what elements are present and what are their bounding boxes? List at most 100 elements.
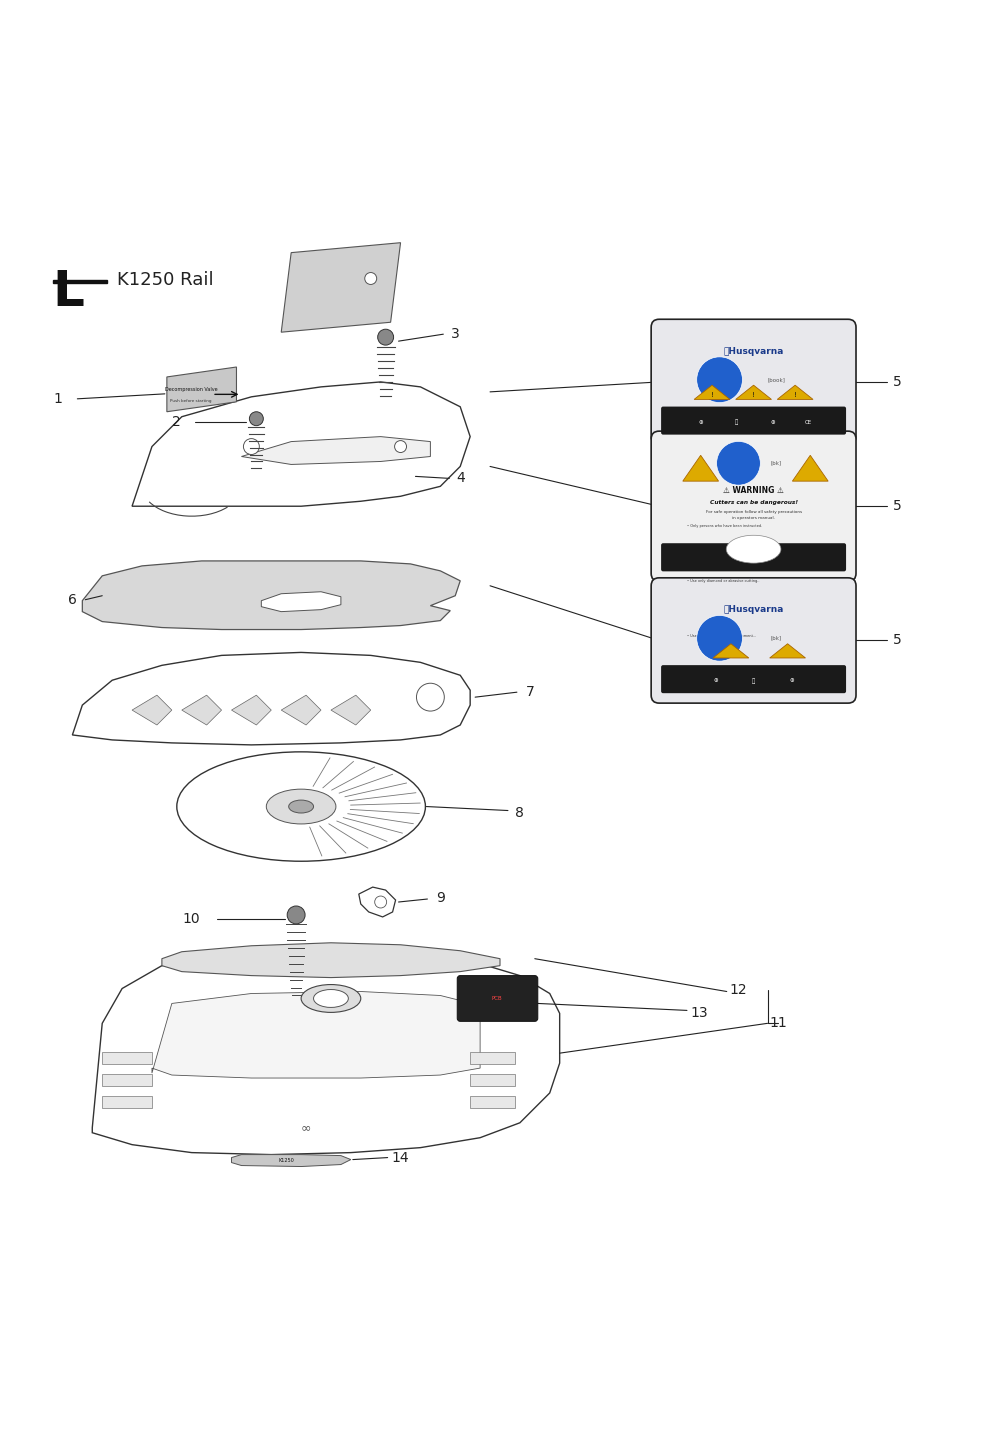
Polygon shape xyxy=(261,592,341,612)
Text: ⊕: ⊕ xyxy=(770,420,775,425)
Polygon shape xyxy=(777,386,813,399)
Text: [bk]: [bk] xyxy=(771,461,782,465)
Text: 4: 4 xyxy=(456,471,465,486)
FancyBboxPatch shape xyxy=(651,431,856,581)
Text: 11: 11 xyxy=(770,1016,787,1031)
Polygon shape xyxy=(152,992,480,1077)
Circle shape xyxy=(395,441,407,452)
Polygon shape xyxy=(331,695,371,725)
Circle shape xyxy=(287,906,305,924)
Polygon shape xyxy=(72,652,470,745)
Text: 7: 7 xyxy=(525,686,534,699)
Circle shape xyxy=(243,438,259,454)
Bar xyxy=(102,1053,152,1064)
FancyBboxPatch shape xyxy=(457,976,538,1021)
FancyBboxPatch shape xyxy=(651,319,856,445)
Bar xyxy=(470,1074,515,1086)
Circle shape xyxy=(697,357,742,403)
Text: For safe operation follow all safety precautions: For safe operation follow all safety pre… xyxy=(706,509,802,513)
Polygon shape xyxy=(241,436,430,464)
Text: ⓗHusqvarna: ⓗHusqvarna xyxy=(723,605,784,615)
Text: 14: 14 xyxy=(392,1151,409,1164)
Ellipse shape xyxy=(726,535,781,563)
Circle shape xyxy=(365,273,377,284)
Polygon shape xyxy=(683,455,719,481)
Text: 5: 5 xyxy=(893,634,902,648)
Polygon shape xyxy=(281,242,401,332)
Polygon shape xyxy=(736,386,771,399)
Text: • Only persons who have been instructed.: • Only persons who have been instructed. xyxy=(687,525,763,528)
Text: L: L xyxy=(53,268,84,316)
Text: Cutters can be dangerous!: Cutters can be dangerous! xyxy=(710,500,798,505)
Polygon shape xyxy=(182,695,222,725)
Bar xyxy=(53,280,107,283)
Text: PCB: PCB xyxy=(492,996,502,1000)
Text: 8: 8 xyxy=(515,806,524,819)
Bar xyxy=(102,1096,152,1108)
Text: 13: 13 xyxy=(690,1006,708,1021)
Text: in operators manual.: in operators manual. xyxy=(732,516,775,521)
Ellipse shape xyxy=(266,789,336,824)
Polygon shape xyxy=(132,381,470,506)
FancyBboxPatch shape xyxy=(651,577,856,703)
FancyBboxPatch shape xyxy=(661,406,846,435)
Text: 9: 9 xyxy=(436,892,445,905)
Text: 12: 12 xyxy=(730,983,747,996)
Bar xyxy=(102,1074,152,1086)
Text: 5: 5 xyxy=(893,499,902,513)
Polygon shape xyxy=(281,695,321,725)
Text: CE: CE xyxy=(805,420,812,425)
Text: 3: 3 xyxy=(451,328,460,341)
Text: • Use personal protective equipment...: • Use personal protective equipment... xyxy=(687,634,757,638)
Text: 10: 10 xyxy=(183,912,201,927)
Polygon shape xyxy=(713,644,749,658)
Polygon shape xyxy=(792,455,828,481)
Circle shape xyxy=(697,615,742,661)
FancyBboxPatch shape xyxy=(661,666,846,693)
Text: [book]: [book] xyxy=(767,377,785,383)
Text: ⊕: ⊕ xyxy=(789,679,794,683)
Text: ⓖ: ⓖ xyxy=(735,419,738,425)
Text: • Use only diamond or abrasive cutting..: • Use only diamond or abrasive cutting.. xyxy=(687,579,760,583)
Text: ⓖ: ⓖ xyxy=(752,679,755,684)
Text: ⊕: ⊕ xyxy=(713,679,718,683)
Ellipse shape xyxy=(289,800,314,813)
Ellipse shape xyxy=(177,753,425,861)
Bar xyxy=(470,1053,515,1064)
Polygon shape xyxy=(162,942,500,977)
Text: Decompression Valve: Decompression Valve xyxy=(165,387,218,392)
FancyBboxPatch shape xyxy=(661,544,846,571)
Ellipse shape xyxy=(301,985,361,1012)
Polygon shape xyxy=(232,1154,351,1167)
Circle shape xyxy=(249,412,263,426)
Polygon shape xyxy=(359,887,396,916)
Text: K1250 Rail: K1250 Rail xyxy=(117,271,214,289)
Text: ⚠ WARNING ⚠: ⚠ WARNING ⚠ xyxy=(723,486,784,494)
Polygon shape xyxy=(92,954,560,1154)
Polygon shape xyxy=(82,561,460,629)
Polygon shape xyxy=(232,695,271,725)
Polygon shape xyxy=(694,386,730,399)
Polygon shape xyxy=(132,695,172,725)
Text: !: ! xyxy=(711,392,713,399)
Polygon shape xyxy=(770,644,805,658)
Text: ⓗHusqvarna: ⓗHusqvarna xyxy=(723,347,784,355)
Text: !: ! xyxy=(752,392,755,399)
Text: 2: 2 xyxy=(172,415,181,429)
Polygon shape xyxy=(167,367,236,412)
Bar xyxy=(470,1096,515,1108)
Text: [bk]: [bk] xyxy=(771,635,782,641)
Circle shape xyxy=(375,896,387,908)
Text: !: ! xyxy=(794,392,797,399)
Ellipse shape xyxy=(314,989,348,1008)
Text: K1250: K1250 xyxy=(278,1159,294,1163)
Text: ∞: ∞ xyxy=(301,1121,311,1134)
Circle shape xyxy=(717,441,760,486)
Text: Push before starting: Push before starting xyxy=(170,399,212,403)
Circle shape xyxy=(378,329,394,345)
Text: 5: 5 xyxy=(893,376,902,389)
Text: 1: 1 xyxy=(53,392,62,406)
Text: ⊕: ⊕ xyxy=(698,420,703,425)
Text: 6: 6 xyxy=(68,593,77,606)
Circle shape xyxy=(416,683,444,710)
